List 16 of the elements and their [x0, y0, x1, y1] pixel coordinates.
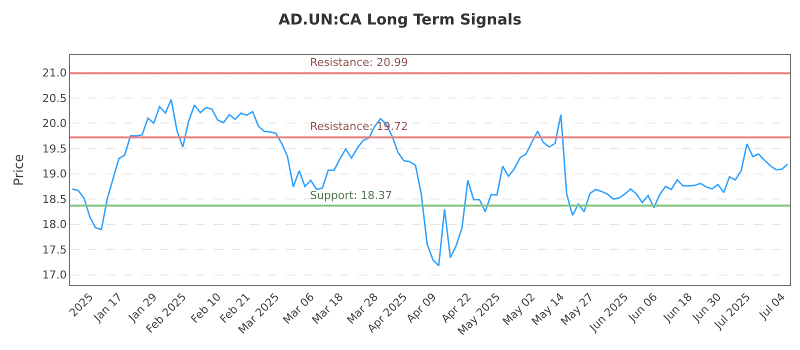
- y-axis-title: Price: [12, 154, 28, 186]
- y-tick-label: 20.5: [42, 92, 67, 105]
- y-tick-label: 18.5: [42, 192, 67, 206]
- ref-line-label: Resistance: 20.99: [310, 56, 408, 69]
- chart-title: AD.UN:CA Long Term Signals: [278, 10, 522, 28]
- ref-line-label: Support: 18.37: [310, 189, 392, 202]
- line-series: [72, 98, 788, 267]
- y-tick-label: 18.0: [42, 218, 67, 232]
- y-tick-label: 17.0: [42, 268, 67, 282]
- y-tick-label: 19.5: [42, 142, 67, 156]
- y-tick-label: 17.5: [42, 243, 67, 256]
- x-tick-label: Jul 04: [756, 290, 788, 322]
- x-tick-label: Jan 17: [90, 290, 125, 325]
- y-tick-label: 20.0: [42, 117, 67, 130]
- y-tick-label: 21.0: [42, 66, 67, 80]
- y-tick-label: 19.0: [42, 168, 67, 181]
